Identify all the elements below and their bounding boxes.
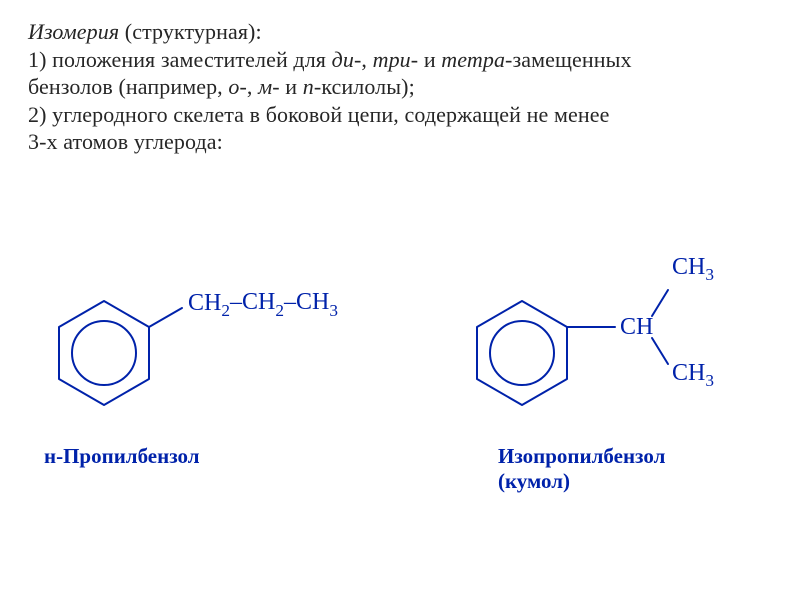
left-molecule (34, 258, 184, 428)
line2-m: м (258, 74, 272, 99)
right-caption: Изопропилбензол (кумол) (498, 444, 665, 494)
line2c: - и (272, 74, 303, 99)
benzene-ring-left (34, 258, 184, 428)
line1-tri: три (373, 47, 411, 72)
right-ch3-top: CH3 (672, 254, 714, 281)
line1b: -, (354, 47, 373, 72)
line2b: -, (240, 74, 259, 99)
line2a: бензолов (например, (28, 74, 228, 99)
line1c: - и (411, 47, 442, 72)
benzene-ring-right (452, 258, 712, 438)
right-ch3-bot: CH3 (672, 360, 714, 387)
title-tail: (структурная): (119, 19, 262, 44)
line1a: 1) положения заместителей для (28, 47, 332, 72)
right-molecule (452, 258, 712, 438)
line3: 2) углеродного скелета в боковой цепи, с… (28, 102, 609, 127)
line4: 3-х атомов углерода: (28, 129, 223, 154)
line2-n: n (303, 74, 314, 99)
left-caption: н-Пропилбензол (44, 444, 200, 469)
line2-o: о (228, 74, 239, 99)
right-ch: CH (620, 314, 653, 341)
line1-tetra: тетра (441, 47, 505, 72)
line2d: -ксилолы); (314, 74, 415, 99)
line1-di: ди (332, 47, 354, 72)
line1d: -замещенных (505, 47, 632, 72)
left-chain: CH2–CH2–CH3 (188, 290, 338, 317)
description-text: Изомерия (структурная): 1) положения зам… (28, 18, 772, 156)
title-italic: Изомерия (28, 19, 119, 44)
structures-figure: CH2–CH2–CH3 н-Пропилбензол CH3 (28, 234, 772, 504)
